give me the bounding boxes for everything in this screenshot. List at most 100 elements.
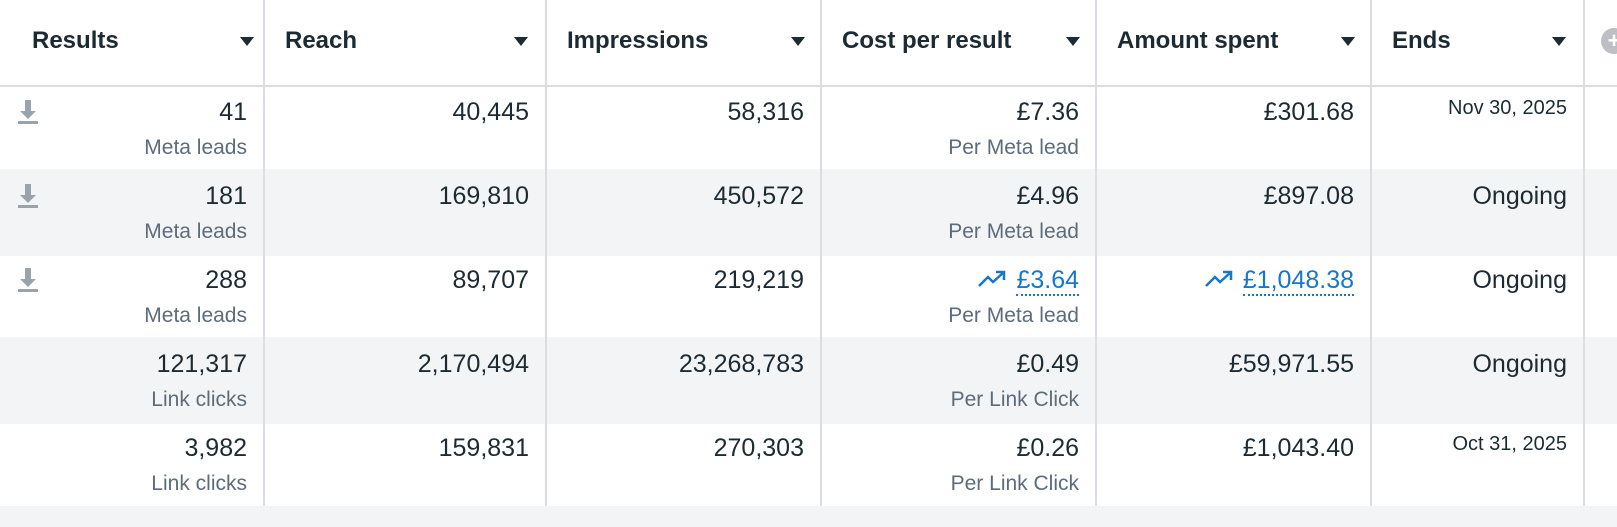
caret-down-icon[interactable] xyxy=(791,37,805,46)
cost-type: Per Meta lead xyxy=(948,136,1079,159)
cell-cost-per-result: £0.49 Per Link Click xyxy=(822,337,1097,424)
column-header-impressions[interactable]: Impressions xyxy=(547,0,822,85)
cost-type: Per Link Click xyxy=(950,388,1079,411)
cell-reach: 159,831 xyxy=(265,421,547,508)
reach-value: 89,707 xyxy=(452,266,529,294)
column-header-results[interactable]: Results xyxy=(0,0,265,85)
impressions-value: 58,316 xyxy=(727,98,804,126)
download-icon[interactable] xyxy=(17,99,39,125)
results-value: 288 xyxy=(205,266,247,294)
cost-per-result-value: £4.96 xyxy=(1016,182,1079,210)
cost-type: Per Meta lead xyxy=(948,220,1079,243)
cost-type: Per Link Click xyxy=(950,472,1079,495)
cost-type: Per Meta lead xyxy=(948,304,1079,327)
trending-up-icon xyxy=(1204,271,1233,288)
download-icon[interactable] xyxy=(17,183,39,209)
cell-impressions: 219,219 xyxy=(547,253,822,340)
cell-ends: Ongoing xyxy=(1372,253,1585,340)
caret-down-icon[interactable] xyxy=(1341,37,1355,46)
cell-ends: Ongoing xyxy=(1372,337,1585,424)
table-row[interactable]: 181 Meta leads 169,810 450,572 £4.96 Per… xyxy=(0,169,1617,256)
impressions-value: 270,303 xyxy=(713,434,804,462)
column-header-label: Ends xyxy=(1392,27,1451,54)
cell-amount-spent: £59,971.55 xyxy=(1097,337,1372,424)
cell-cost-per-result: £3.64 Per Meta lead xyxy=(822,253,1097,340)
results-type: Link clicks xyxy=(151,472,247,495)
results-value: 181 xyxy=(205,182,247,210)
column-header-label: Cost per result xyxy=(842,27,1012,54)
ends-value: Ongoing xyxy=(1472,350,1567,378)
ends-value: Ongoing xyxy=(1472,266,1567,294)
table-row[interactable]: 41 Meta leads 40,445 58,316 £7.36 Per Me… xyxy=(0,85,1617,172)
column-header-ends[interactable]: Ends xyxy=(1372,0,1585,85)
impressions-value: 23,268,783 xyxy=(678,350,804,378)
cell-impressions: 270,303 xyxy=(547,421,822,508)
cell-results: 121,317 Link clicks xyxy=(0,337,265,424)
column-header-label: Amount spent xyxy=(1117,27,1279,54)
cell-ends: Ongoing xyxy=(1372,169,1585,256)
cell-results: 3,982 Link clicks xyxy=(0,421,265,508)
cell-reach: 40,445 xyxy=(265,85,547,172)
cost-per-result-value: £7.36 xyxy=(1016,98,1079,126)
cell-results: 288 Meta leads xyxy=(0,253,265,340)
amount-spent-value: £59,971.55 xyxy=(1228,350,1354,378)
reach-value: 169,810 xyxy=(438,182,529,210)
results-value: 41 xyxy=(219,98,247,126)
cell-amount-spent: £897.08 xyxy=(1097,169,1372,256)
results-type: Meta leads xyxy=(144,220,247,243)
cell-ends: Nov 30, 2025 xyxy=(1372,85,1585,172)
column-header-reach[interactable]: Reach xyxy=(265,0,547,85)
caret-down-icon[interactable] xyxy=(514,37,528,46)
cost-per-result-value: £0.26 xyxy=(1016,434,1079,462)
ends-value: Ongoing xyxy=(1472,182,1567,210)
cell-cost-per-result: £0.26 Per Link Click xyxy=(822,421,1097,508)
column-header-label: Results xyxy=(32,27,119,54)
caret-down-icon[interactable] xyxy=(1066,37,1080,46)
amount-spent-value: £897.08 xyxy=(1263,182,1354,210)
caret-down-icon[interactable] xyxy=(240,37,254,46)
results-type: Link clicks xyxy=(151,388,247,411)
amount-spent-value: £301.68 xyxy=(1263,98,1354,126)
results-value: 3,982 xyxy=(184,434,247,462)
column-header-label: Impressions xyxy=(567,27,709,54)
download-icon[interactable] xyxy=(17,267,39,293)
cost-per-result-value: £3.64 xyxy=(978,266,1079,296)
cell-impressions: 23,268,783 xyxy=(547,337,822,424)
table-row[interactable]: 121,317 Link clicks 2,170,494 23,268,783… xyxy=(0,337,1617,424)
cell-cost-per-result: £7.36 Per Meta lead xyxy=(822,85,1097,172)
cell-reach: 169,810 xyxy=(265,169,547,256)
results-value: 121,317 xyxy=(156,350,247,378)
cell-reach: 89,707 xyxy=(265,253,547,340)
cell-results: 181 Meta leads xyxy=(0,169,265,256)
column-header-amount-spent[interactable]: Amount spent xyxy=(1097,0,1372,85)
cell-amount-spent: £1,043.40 xyxy=(1097,421,1372,508)
caret-down-icon[interactable] xyxy=(1552,37,1566,46)
amount-spent-value: £1,043.40 xyxy=(1242,434,1354,462)
column-header-cost-per-result[interactable]: Cost per result xyxy=(822,0,1097,85)
table-row[interactable]: 3,982 Link clicks 159,831 270,303 £0.26 … xyxy=(0,421,1617,508)
cell-cost-per-result: £4.96 Per Meta lead xyxy=(822,169,1097,256)
reach-value: 40,445 xyxy=(452,98,529,126)
cell-results: 41 Meta leads xyxy=(0,85,265,172)
impressions-value: 219,219 xyxy=(713,266,804,294)
table-row[interactable]: 288 Meta leads 89,707 219,219 £3.64 Per … xyxy=(0,253,1617,340)
amount-spent-value: £1,048.38 xyxy=(1204,266,1354,296)
results-type: Meta leads xyxy=(144,136,247,159)
column-header-label: Reach xyxy=(285,27,358,54)
reach-value: 159,831 xyxy=(438,434,529,462)
results-type: Meta leads xyxy=(144,304,247,327)
cell-impressions: 58,316 xyxy=(547,85,822,172)
trending-up-icon xyxy=(978,271,1006,288)
ends-value: Oct 31, 2025 xyxy=(1452,433,1567,455)
impressions-value: 450,572 xyxy=(713,182,804,210)
reach-value: 2,170,494 xyxy=(417,350,529,378)
ends-value: Nov 30, 2025 xyxy=(1448,97,1567,119)
cell-ends: Oct 31, 2025 xyxy=(1372,421,1585,508)
add-column-plus-icon[interactable]: + xyxy=(1601,28,1617,54)
cost-per-result-value: £0.49 xyxy=(1016,350,1079,378)
table-row-partial xyxy=(0,506,1617,527)
cell-reach: 2,170,494 xyxy=(265,337,547,424)
cell-amount-spent: £1,048.38 xyxy=(1097,253,1372,340)
table-header: Results Reach Impressions Cost per resul… xyxy=(0,0,1617,87)
